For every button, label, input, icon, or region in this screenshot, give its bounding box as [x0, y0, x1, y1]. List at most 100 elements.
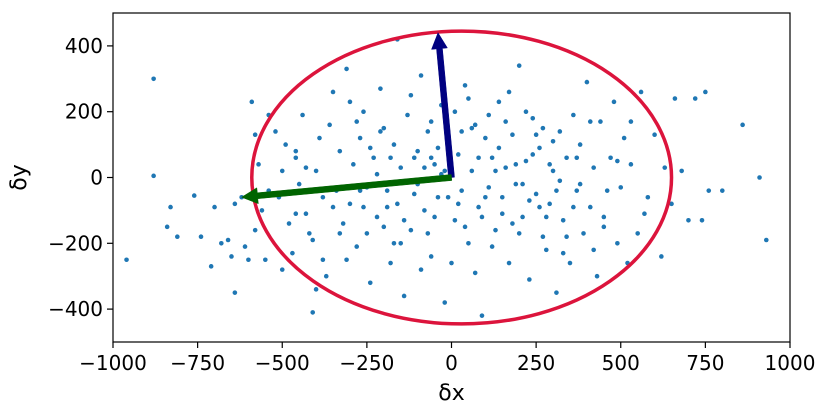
- scatter-point: [422, 165, 427, 170]
- scatter-point: [537, 145, 542, 151]
- scatter-point: [615, 241, 620, 246]
- eigenvector-arrow-2: [241, 174, 453, 205]
- scatter-point: [317, 135, 322, 141]
- scatter-point: [361, 204, 366, 210]
- scatter-point: [699, 217, 705, 223]
- scatter-point: [428, 155, 434, 161]
- scatter-point: [425, 129, 431, 134]
- scatter-point: [523, 109, 529, 114]
- scatter-point: [564, 234, 569, 240]
- scatter-point: [313, 168, 319, 174]
- scatter-point: [435, 145, 441, 151]
- scatter-point: [347, 201, 353, 207]
- scatter-point: [344, 66, 349, 72]
- scatter-point: [388, 260, 393, 266]
- scatter-point: [703, 89, 708, 95]
- scatter-point: [472, 122, 478, 128]
- scatter-point: [310, 310, 316, 315]
- scatter-point: [303, 165, 309, 170]
- scatter-point: [601, 224, 607, 230]
- scatter-point: [584, 79, 590, 85]
- scatter-point: [395, 201, 400, 207]
- scatter-point: [422, 208, 427, 213]
- scatter-point: [320, 194, 326, 200]
- scatter-point: [554, 290, 559, 295]
- scatter-point: [459, 129, 464, 134]
- scatter-point: [225, 237, 231, 243]
- x-axis-label: δx: [438, 381, 464, 406]
- arrows-layer: [241, 32, 455, 205]
- covariance-ellipse: [250, 29, 674, 326]
- scatter-point: [543, 247, 549, 253]
- scatter-point: [557, 178, 563, 184]
- scatter-point: [337, 231, 343, 236]
- x-tick-label: 1000: [765, 351, 816, 375]
- scatter-point: [489, 155, 495, 161]
- scatter-point: [279, 267, 285, 272]
- scatter-point: [273, 129, 278, 134]
- scatter-point: [483, 135, 488, 141]
- scatter-point: [300, 112, 305, 118]
- scatter-point: [493, 227, 498, 233]
- x-tick-label: 0: [445, 351, 458, 375]
- scatter-point: [391, 142, 397, 147]
- scatter-point: [330, 204, 336, 210]
- scatter-point: [219, 241, 224, 246]
- scatter-point: [124, 257, 129, 263]
- scatter-point: [388, 155, 393, 161]
- scatter-point: [530, 152, 536, 157]
- scatter-point: [530, 115, 536, 121]
- scatter-point: [357, 135, 363, 141]
- scatter-point: [557, 129, 563, 134]
- scatter-point: [540, 125, 546, 131]
- scatter-point: [452, 217, 458, 223]
- scatter-points: [124, 37, 769, 318]
- scatter-point: [489, 244, 495, 249]
- scatter-point: [574, 155, 580, 161]
- scatter-point: [263, 257, 268, 263]
- scatter-point: [428, 119, 434, 124]
- scatter-point: [611, 99, 617, 105]
- scatter-point: [523, 158, 529, 164]
- scatter-point: [466, 96, 471, 101]
- scatter-point: [706, 188, 712, 193]
- scatter-point: [527, 277, 532, 282]
- scatter-point: [283, 142, 288, 147]
- scatter-point: [571, 204, 576, 210]
- x-tick-label: −750: [170, 351, 225, 375]
- scatter-point: [581, 231, 586, 236]
- scatter-point: [307, 231, 312, 236]
- scatter-point: [398, 241, 404, 246]
- scatter-point: [381, 125, 387, 131]
- scatter-point: [340, 221, 346, 226]
- scatter-point: [598, 119, 603, 124]
- scatter-point: [621, 135, 627, 141]
- scatter-point: [191, 193, 197, 198]
- scatter-point: [615, 158, 620, 164]
- scatter-point: [442, 168, 448, 174]
- scatter-point: [374, 171, 380, 177]
- scatter-point: [510, 132, 515, 138]
- scatter-point: [476, 204, 481, 210]
- scatter-point: [418, 267, 424, 272]
- y-tick-label: −400: [48, 297, 103, 321]
- scatter-point: [516, 231, 522, 236]
- scatter-point: [601, 214, 607, 220]
- scatter-point: [554, 188, 559, 193]
- scatter-point: [479, 214, 485, 220]
- scatter-point: [513, 181, 519, 187]
- ellipse-layer: [250, 29, 674, 326]
- scatter-point: [493, 168, 498, 174]
- scatter-point: [367, 280, 373, 286]
- scatter-point: [452, 109, 458, 114]
- scatter-point: [151, 173, 156, 179]
- scatter-point: [293, 211, 299, 216]
- scatter-point: [645, 194, 651, 200]
- scatter-point: [401, 217, 407, 223]
- scatter-point: [279, 168, 285, 174]
- scatter-point: [151, 76, 156, 82]
- scatter-point: [296, 181, 302, 187]
- scatter-point: [479, 313, 485, 318]
- scatter-point: [418, 73, 424, 78]
- scatter-point: [415, 148, 420, 154]
